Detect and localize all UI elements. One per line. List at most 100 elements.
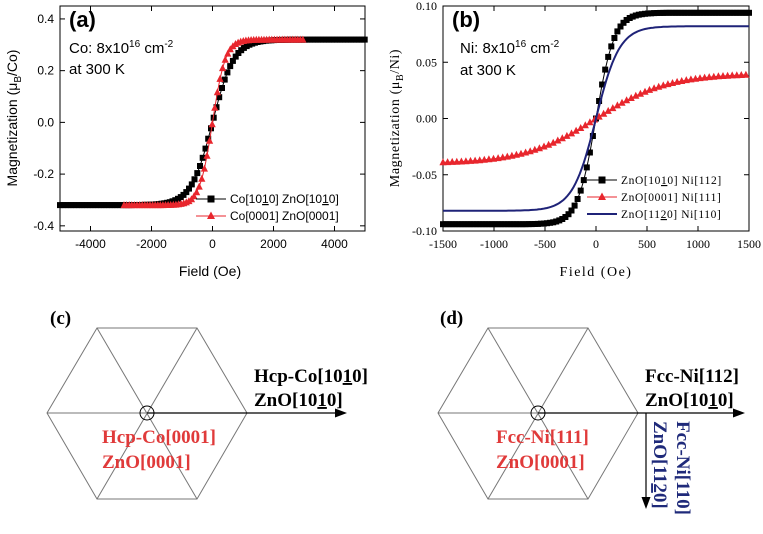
data-point	[224, 49, 232, 57]
diagram-d-arrow-label-2: ZnO[1010]	[645, 390, 734, 411]
panel-a-label: (a)	[69, 7, 96, 32]
y-tick-label: 0.10	[416, 0, 437, 13]
data-point	[537, 220, 544, 227]
x-tick-label: -1000	[480, 237, 508, 251]
x-tick-label: 0	[209, 237, 216, 251]
data-point	[599, 81, 606, 88]
data-point	[568, 207, 575, 214]
panel-b-ylabel: Magnetization (μB/Ni)	[388, 49, 406, 187]
data-point	[205, 135, 212, 142]
arrow-d-vertical-head	[641, 497, 651, 509]
data-point	[730, 9, 737, 16]
diagram-c-arrow-label-2: ZnO[1010]	[254, 390, 343, 411]
data-point	[583, 164, 590, 171]
data-point	[666, 9, 673, 16]
diagram-c-arrow-label-1: Hcp-Co[1010]	[254, 366, 368, 387]
data-point	[197, 163, 203, 169]
y-tick-label: -0.2	[33, 167, 54, 181]
panel-a-annotation-temp: at 300 K	[69, 61, 125, 78]
data-point	[299, 35, 307, 43]
data-point	[540, 142, 548, 150]
data-point	[641, 87, 649, 95]
legend-a-label-1: Co[0001] ZnO[0001]	[230, 209, 339, 223]
data-point	[221, 76, 228, 83]
panel-b-series	[439, 9, 752, 228]
data-point	[627, 94, 635, 101]
diagram-c-center-label-2: ZnO[0001]	[102, 452, 191, 473]
data-point	[602, 66, 609, 73]
data-point	[461, 221, 468, 228]
data-point	[567, 129, 576, 137]
data-point	[632, 91, 640, 99]
x-tick-label: 2000	[260, 237, 287, 251]
data-point	[654, 10, 661, 16]
panel-a: -4000 -2000 0 2000 4000 -0.4 -0.2 0.0 0.2 0.4 (a…	[4, 5, 368, 279]
data-point	[675, 9, 682, 16]
y-tick-label: -0.05	[412, 168, 437, 182]
data-point	[706, 9, 713, 16]
data-point	[572, 126, 580, 134]
y-tick-label: 0.05	[416, 55, 437, 69]
legend-a-marker-1	[207, 211, 215, 219]
x-tick-label: 500	[638, 237, 656, 251]
series-0	[440, 9, 752, 228]
panel-d: (d) Fcc-Ni[111] ZnO[0001] Fcc-Ni[112] Zn…	[437, 308, 745, 515]
data-point	[229, 57, 236, 64]
panel-c: (c) Hcp-Co[0001] ZnO[0001] Hcp-Co[1010] …	[46, 308, 368, 500]
legend-b-label-0: ZnO[1010] Ni[112]	[621, 175, 722, 187]
data-point	[623, 17, 630, 23]
data-point	[485, 221, 492, 228]
y-tick-label: 0.0	[37, 115, 54, 129]
data-point	[715, 9, 722, 16]
y-tick-label: 0.4	[37, 12, 54, 26]
y-tick-label: -0.4	[33, 219, 54, 233]
diagram-c-center-label-1: Hcp-Co[0001]	[102, 427, 216, 448]
data-point	[476, 221, 483, 228]
legend-b-marker-1	[598, 192, 606, 200]
data-point	[742, 70, 750, 78]
data-point	[636, 89, 644, 97]
panel-b-x-ticks: -1500 -1000 -500 0 500 1000 1500	[429, 6, 761, 251]
data-point	[613, 101, 621, 109]
series-1	[439, 70, 750, 166]
data-point	[498, 221, 505, 228]
panel-c-label: (c)	[50, 308, 71, 329]
data-point	[600, 109, 608, 117]
x-tick-label: 4000	[321, 237, 348, 251]
y-tick-label: -0.10	[412, 224, 437, 238]
x-tick-label: -4000	[75, 237, 106, 251]
data-point	[513, 221, 520, 228]
data-point	[577, 187, 584, 194]
data-point	[605, 53, 612, 60]
panel-a-x-ticks: -4000 -2000 0 2000 4000	[75, 6, 348, 251]
data-point	[721, 9, 728, 16]
data-point	[736, 9, 743, 16]
data-point	[211, 103, 219, 111]
data-point	[186, 185, 192, 192]
data-point	[501, 221, 508, 228]
data-point	[586, 118, 594, 126]
data-point	[565, 211, 572, 218]
data-point	[492, 221, 498, 228]
data-point	[554, 136, 562, 144]
panel-b-annotation-dose: Ni: 8x1016 cm-2	[460, 39, 560, 57]
data-point	[482, 221, 489, 228]
data-point	[193, 188, 201, 196]
diagram-d-center-label-1: Fcc-Ni[111]	[496, 427, 589, 448]
data-point	[467, 221, 474, 228]
data-point	[219, 85, 225, 91]
data-point	[617, 23, 624, 30]
data-point	[208, 120, 216, 128]
data-point	[203, 151, 211, 159]
data-point	[531, 221, 538, 227]
data-point	[216, 74, 224, 82]
data-point	[219, 64, 227, 72]
data-point	[545, 140, 553, 148]
data-point	[608, 43, 615, 50]
data-point	[604, 106, 612, 114]
x-tick-label: -2000	[136, 237, 167, 251]
panel-a-ylabel: Magnetization (μB/Co)	[4, 50, 24, 187]
data-point	[589, 133, 596, 139]
diagram-d-vertical-label-1: Fcc-Ni[110]	[672, 421, 693, 515]
